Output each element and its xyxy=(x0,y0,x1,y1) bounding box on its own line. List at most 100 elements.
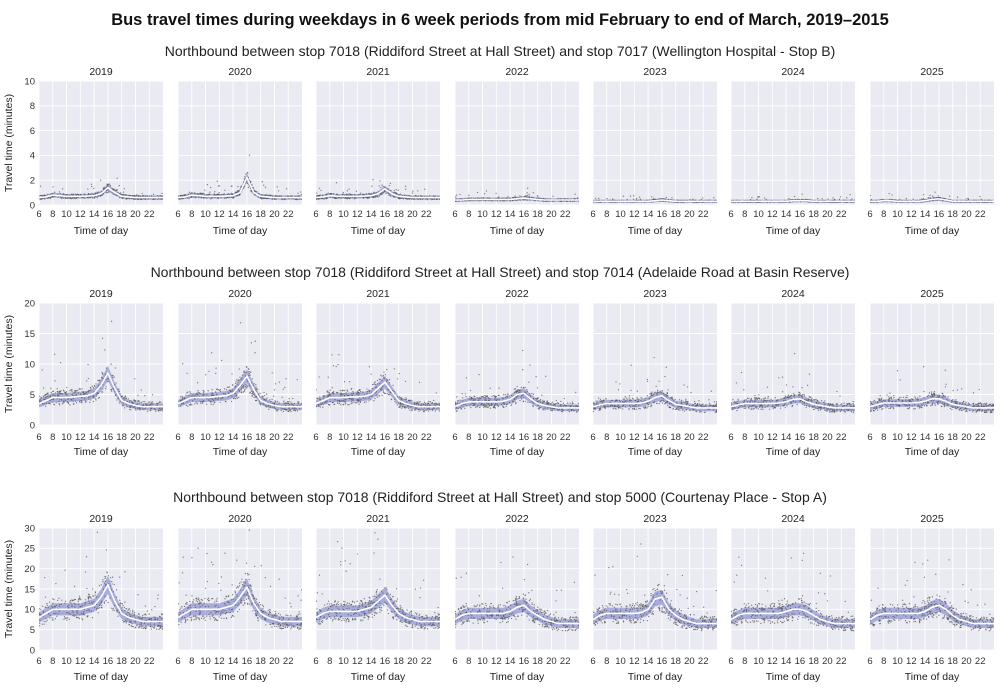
trip-point xyxy=(401,397,403,400)
trip-point xyxy=(373,399,375,402)
trip-point xyxy=(49,395,52,397)
trip-point xyxy=(217,197,219,199)
trip-point xyxy=(124,397,126,400)
trip-point xyxy=(193,196,195,199)
trip-point xyxy=(243,186,245,188)
trip-point xyxy=(331,387,333,389)
trip-point xyxy=(235,394,238,396)
trip-point xyxy=(757,197,759,199)
trip-point xyxy=(274,400,277,403)
trip-point xyxy=(157,198,159,200)
trip-point xyxy=(379,193,382,196)
trip-point xyxy=(474,399,477,401)
trip-point xyxy=(247,186,249,188)
trip-point xyxy=(290,410,292,413)
trip-point xyxy=(388,192,390,195)
trip-point xyxy=(524,386,526,389)
trip-point xyxy=(371,395,373,397)
trip-point xyxy=(838,198,841,200)
trip-point xyxy=(242,385,245,387)
x-tick-label: 20 xyxy=(407,432,418,443)
trip-point xyxy=(539,400,541,402)
trip-point xyxy=(932,195,934,197)
trip-point xyxy=(91,197,94,199)
plot-area xyxy=(455,187,579,202)
trip-point xyxy=(217,185,220,187)
trip-point xyxy=(374,381,376,383)
trip-point xyxy=(397,396,399,398)
trip-point xyxy=(352,392,355,395)
trip-point xyxy=(101,377,103,379)
trip-point xyxy=(489,398,491,400)
trip-point xyxy=(74,400,77,402)
trip-point xyxy=(490,404,493,407)
trip-point xyxy=(208,193,210,195)
trip-point xyxy=(344,196,346,199)
trip-point xyxy=(417,195,420,197)
trip-point xyxy=(891,194,893,196)
trip-point xyxy=(158,401,161,403)
trip-point xyxy=(374,397,376,400)
trip-point xyxy=(261,181,263,183)
trip-point xyxy=(149,195,151,197)
median-line xyxy=(39,371,163,408)
trip-point xyxy=(318,404,320,406)
trip-point xyxy=(144,408,146,410)
trip-point xyxy=(507,393,509,395)
trip-point xyxy=(487,399,490,402)
chart-row-2: Northbound between stop 7018 (Riddiford … xyxy=(3,264,994,458)
trip-point xyxy=(110,389,113,391)
x-axis-title: Time of day xyxy=(628,225,683,237)
trip-point xyxy=(438,402,440,404)
trip-point xyxy=(478,197,480,199)
trip-point xyxy=(353,401,355,404)
trip-point xyxy=(323,395,326,397)
trip-point xyxy=(202,389,204,392)
x-tick-label: 20 xyxy=(546,209,557,220)
trip-point xyxy=(71,198,73,200)
trip-point xyxy=(291,407,294,409)
trip-point xyxy=(188,197,190,199)
trip-point xyxy=(125,194,128,196)
trip-point xyxy=(536,399,538,401)
trip-point xyxy=(70,389,72,391)
trip-point xyxy=(345,393,347,396)
trip-point xyxy=(142,407,144,409)
trip-point xyxy=(514,400,516,402)
trip-point xyxy=(72,197,74,199)
trip-point xyxy=(252,384,254,387)
trip-point xyxy=(522,369,524,371)
trip-point xyxy=(98,191,100,193)
trip-point xyxy=(555,402,557,405)
trip-point xyxy=(577,402,579,405)
x-tick-label: 22 xyxy=(421,432,432,443)
trip-point xyxy=(231,196,233,199)
trip-point xyxy=(112,375,114,377)
trip-point xyxy=(203,390,205,392)
trip-point xyxy=(420,194,422,197)
x-tick-label: 16 xyxy=(103,432,114,443)
trip-point xyxy=(301,402,302,405)
trip-point xyxy=(80,193,82,195)
trip-point xyxy=(39,185,42,187)
trip-point xyxy=(65,391,67,394)
trip-point xyxy=(488,399,491,402)
trip-point xyxy=(240,377,243,379)
trip-point xyxy=(154,409,157,411)
trip-point xyxy=(238,396,240,398)
trip-point xyxy=(381,375,383,377)
trip-point xyxy=(512,197,514,199)
trip-point xyxy=(225,388,227,391)
trip-point xyxy=(224,197,226,200)
trip-point xyxy=(394,400,396,403)
trip-point xyxy=(58,404,61,406)
trip-point xyxy=(515,396,517,398)
trip-point xyxy=(529,396,532,398)
x-tick-label: 18 xyxy=(670,209,681,220)
trip-point xyxy=(537,408,539,410)
trip-point xyxy=(101,390,103,393)
panel-background xyxy=(178,81,302,205)
trip-point xyxy=(461,392,463,395)
trip-point xyxy=(181,396,183,399)
trip-point xyxy=(273,395,275,397)
